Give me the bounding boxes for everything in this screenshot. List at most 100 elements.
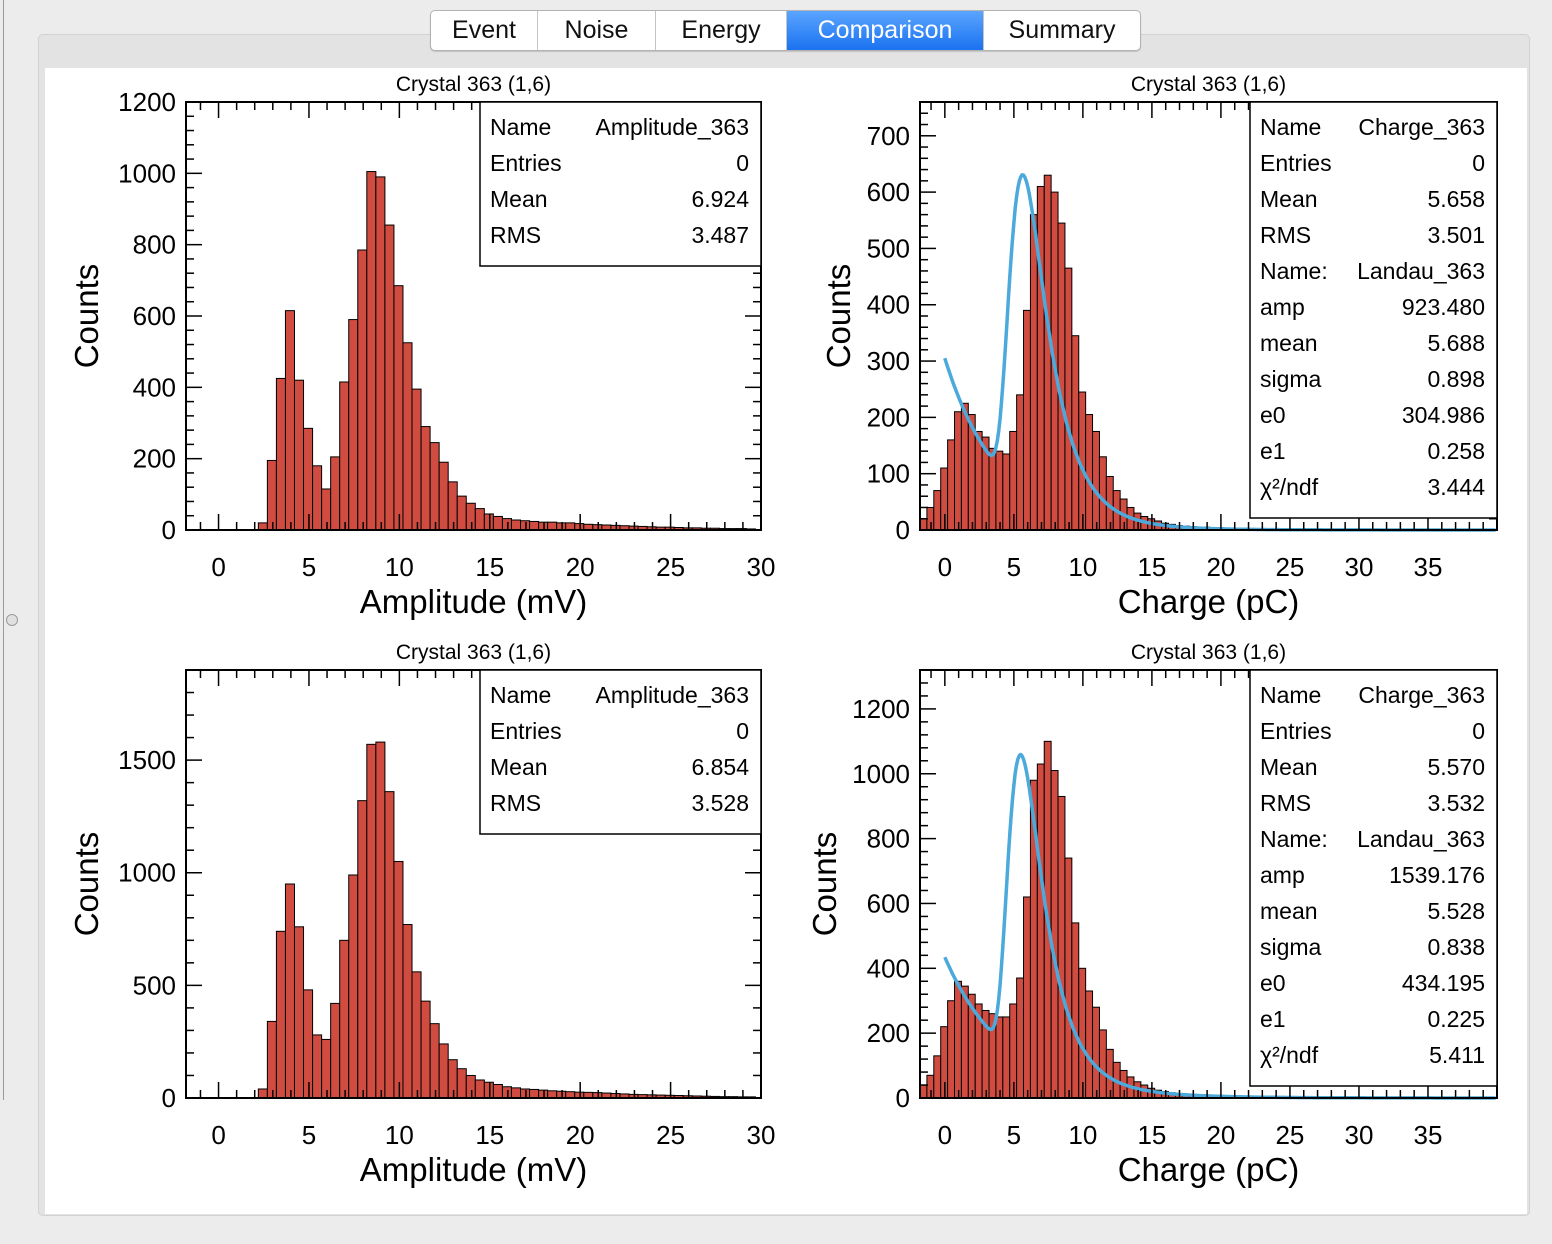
y-tick-label: 600 bbox=[133, 301, 176, 331]
histogram-bar bbox=[1064, 857, 1073, 1099]
histogram-bar bbox=[402, 342, 413, 531]
histogram-panel-2: Crystal 363 (1,6) 0 5 10 15 20 25 30 35 0 100 200 30… bbox=[820, 73, 1498, 620]
stats-label: Mean bbox=[490, 186, 548, 212]
histogram-bar bbox=[293, 926, 305, 1099]
tab-comparison[interactable]: Comparison bbox=[787, 11, 984, 50]
histogram-bar bbox=[919, 1084, 928, 1099]
y-tick-label: 800 bbox=[867, 824, 910, 854]
x-tick-label: 10 bbox=[385, 1120, 414, 1150]
histogram-bar bbox=[456, 495, 467, 531]
histogram-bar bbox=[492, 1083, 503, 1099]
chart-title: Crystal 363 (1,6) bbox=[396, 641, 551, 664]
stats-label: RMS bbox=[1260, 222, 1311, 248]
histogram-bar bbox=[529, 1088, 540, 1099]
x-tick-label: 25 bbox=[1275, 552, 1304, 582]
stats-value: 0 bbox=[736, 718, 749, 744]
histogram-bar bbox=[429, 442, 440, 531]
x-tick-label: 30 bbox=[747, 1120, 776, 1150]
stats-value: 5.658 bbox=[1427, 186, 1485, 212]
tab-noise[interactable]: Noise bbox=[538, 11, 656, 50]
x-tick-label: 5 bbox=[1007, 552, 1021, 582]
x-tick-label: 25 bbox=[656, 552, 685, 582]
histogram-bar bbox=[960, 402, 969, 531]
histogram-bar bbox=[538, 521, 549, 531]
stats-box: Name Amplitude_363 Entries 0 Mean 6.924 RMS 3.4… bbox=[479, 101, 762, 267]
stats-value: 3.528 bbox=[691, 790, 749, 816]
x-tick-label: 10 bbox=[385, 552, 414, 582]
y-tick-label: 1000 bbox=[118, 158, 176, 188]
histogram-bar bbox=[420, 426, 431, 531]
histogram-bar bbox=[1016, 394, 1025, 531]
histogram-bar bbox=[411, 388, 422, 531]
left-window-edge bbox=[3, 0, 4, 1100]
y-tick-label: 300 bbox=[867, 346, 910, 376]
x-tick-label: 20 bbox=[566, 1120, 595, 1150]
stats-label: amp bbox=[1260, 862, 1305, 888]
histogram-bar bbox=[257, 522, 268, 531]
stats-value: 3.487 bbox=[691, 222, 749, 248]
histogram-bar bbox=[447, 1059, 458, 1099]
histogram-bar bbox=[1092, 430, 1100, 531]
x-tick-label: 20 bbox=[1206, 552, 1235, 582]
y-tick-label: 700 bbox=[867, 121, 910, 151]
histogram-bar bbox=[483, 1081, 494, 1099]
chart-title: Crystal 363 (1,6) bbox=[1131, 73, 1286, 96]
histogram-bar bbox=[293, 379, 305, 531]
histogram-bar bbox=[1036, 185, 1045, 531]
histogram-bar bbox=[565, 522, 576, 531]
x-tick-label: 20 bbox=[566, 552, 595, 582]
tab-summary[interactable]: Summary bbox=[1008, 16, 1116, 44]
histogram-panel-3: Crystal 363 (1,6) 0 5 10 15 20 25 30 0 500 1000 150… bbox=[68, 641, 775, 1188]
stats-label: e1 bbox=[1260, 1006, 1286, 1032]
x-tick-label: 15 bbox=[475, 1120, 504, 1150]
stats-label: Mean bbox=[1260, 186, 1318, 212]
histogram-panel-4: Crystal 363 (1,6) 0 5 10 15 20 25 30 35 0 200 400 60… bbox=[806, 641, 1498, 1188]
plot-frame bbox=[185, 669, 762, 1099]
stats-label: RMS bbox=[490, 222, 541, 248]
histogram-bar bbox=[375, 176, 386, 531]
histogram-bar bbox=[947, 439, 956, 531]
stats-value: 5.528 bbox=[1427, 898, 1485, 924]
chart-title: Crystal 363 (1,6) bbox=[396, 73, 551, 96]
histogram-bar bbox=[492, 515, 503, 531]
tab-event[interactable]: Event bbox=[431, 11, 538, 50]
histogram-bar bbox=[547, 521, 558, 531]
stats-value: 6.854 bbox=[691, 754, 749, 780]
x-axis-label: Charge (pC) bbox=[1118, 1151, 1300, 1188]
x-tick-label: 10 bbox=[1068, 1120, 1097, 1150]
stats-label: Entries bbox=[490, 150, 562, 176]
stats-label: mean bbox=[1260, 898, 1318, 924]
histogram-bar bbox=[1071, 335, 1080, 531]
histogram-bar bbox=[348, 319, 359, 531]
y-tick-label: 1000 bbox=[852, 759, 910, 789]
histogram-bar bbox=[330, 456, 341, 531]
x-axis-label: Amplitude (mV) bbox=[360, 583, 587, 620]
stats-value: 6.924 bbox=[691, 186, 749, 212]
histogram-bar bbox=[954, 411, 962, 531]
stats-value: 3.501 bbox=[1427, 222, 1485, 248]
histogram-bar bbox=[257, 1088, 268, 1099]
stats-label: Mean bbox=[490, 754, 548, 780]
stats-box: Name Charge_363 Entries 0 Mean 5.570 RMS 3.532 N… bbox=[1249, 669, 1498, 1087]
histogram-bar bbox=[547, 1090, 558, 1099]
y-tick-label: 500 bbox=[133, 970, 176, 1000]
stats-label: Name: bbox=[1260, 258, 1328, 284]
histogram-bar bbox=[303, 427, 314, 531]
histogram-bars bbox=[257, 171, 757, 531]
y-tick-label: 800 bbox=[133, 230, 176, 260]
stats-value: 0.898 bbox=[1427, 366, 1485, 392]
splitter-handle[interactable] bbox=[6, 614, 18, 626]
stats-label: Entries bbox=[490, 718, 562, 744]
stats-value: 5.411 bbox=[1429, 1042, 1485, 1068]
stats-label: Name: bbox=[1260, 826, 1328, 852]
y-tick-label: 1500 bbox=[118, 745, 176, 775]
stats-box-frame bbox=[479, 101, 762, 267]
histogram-bar bbox=[384, 224, 395, 531]
stats-label: Entries bbox=[1260, 150, 1332, 176]
histogram-bar bbox=[1098, 456, 1107, 531]
y-axis-label: Counts bbox=[820, 264, 857, 369]
stats-value: 0 bbox=[1472, 150, 1485, 176]
histogram-bar bbox=[474, 508, 485, 531]
tab-energy[interactable]: Energy bbox=[656, 11, 787, 50]
histogram-bar bbox=[366, 743, 377, 1099]
